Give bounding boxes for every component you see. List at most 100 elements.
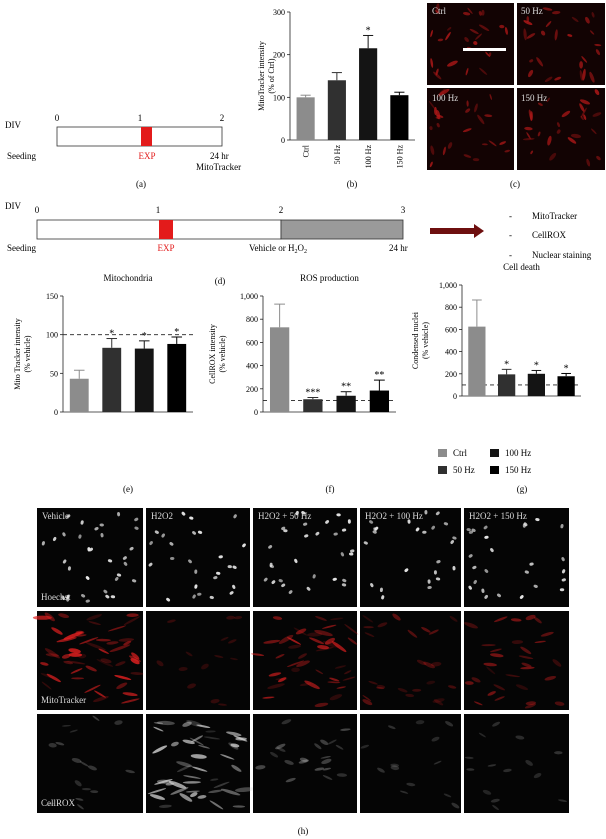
nucleus <box>306 586 311 591</box>
micrograph-cell <box>442 146 446 156</box>
cell-signal <box>336 686 346 689</box>
nucleus <box>559 588 565 592</box>
chart-f-letter: (f) <box>326 484 335 494</box>
nucleus <box>333 532 338 536</box>
cell-signal <box>487 764 497 767</box>
cell-signal <box>525 701 536 706</box>
nucleus <box>561 557 565 562</box>
nucleus <box>269 564 275 569</box>
nucleus <box>233 514 237 519</box>
chart-g-ytick-label: 0 <box>453 392 457 401</box>
nucleus <box>85 599 90 603</box>
cell-signal <box>116 682 128 690</box>
nucleus <box>363 541 368 545</box>
chart-g-title: Cell death <box>503 262 540 272</box>
nucleus <box>197 592 202 596</box>
panel-a-exp-label: EXP <box>138 151 155 161</box>
nucleus <box>99 523 104 527</box>
micrograph-cell <box>479 67 488 75</box>
micrograph-cell <box>567 34 573 37</box>
cell-signal <box>293 627 308 636</box>
cell-signal <box>220 636 229 641</box>
cell-signal <box>255 765 266 770</box>
nucleus <box>301 511 306 515</box>
micrograph-cell <box>447 142 453 149</box>
cell-signal <box>433 760 442 765</box>
nucleus <box>149 541 153 546</box>
cell-signal <box>170 787 189 795</box>
cell-signal <box>171 741 179 747</box>
cell-signal <box>494 696 505 701</box>
nucleus <box>490 548 494 553</box>
cell-signal <box>77 804 84 810</box>
cell-signal <box>71 757 82 763</box>
nucleus <box>560 523 564 529</box>
cell-signal <box>430 661 442 667</box>
micrograph-cell <box>585 16 590 24</box>
micrograph-cell <box>428 100 437 111</box>
cell-signal <box>558 799 567 802</box>
cell-signal <box>309 637 324 645</box>
micrograph-cell <box>554 76 562 81</box>
panel-c-letter: (c) <box>510 179 520 189</box>
cell-signal <box>524 703 537 709</box>
panel-h-image-r1-c3 <box>360 611 461 710</box>
nucleus <box>110 595 116 599</box>
micrograph-cell <box>474 103 478 113</box>
cell-signal <box>449 615 458 622</box>
micrograph-cell <box>537 131 541 137</box>
chart-b-category-label-0: Ctrl <box>302 144 311 157</box>
panel-d-vehicle-label: Vehicle or H2O2 <box>249 243 307 255</box>
nucleus <box>452 536 457 540</box>
cell-signal <box>291 667 300 673</box>
cell-signal <box>185 651 193 657</box>
micrograph-cell <box>430 29 433 38</box>
cell-signal <box>304 680 320 690</box>
nucleus <box>468 554 473 558</box>
cell-signal <box>84 684 101 693</box>
cell-signal <box>185 790 200 793</box>
cell-signal <box>490 798 500 803</box>
micrograph-cell <box>473 41 478 46</box>
nucleus <box>117 511 121 517</box>
cell-signal <box>96 659 114 667</box>
nucleus <box>340 552 345 557</box>
micrograph-cell <box>544 76 553 83</box>
chart-g-bar-0 <box>468 326 486 396</box>
nucleus <box>170 556 175 560</box>
cell-signal <box>147 788 167 795</box>
cell-signal <box>518 655 534 660</box>
nucleus <box>332 577 337 581</box>
cell-signal <box>466 768 475 771</box>
cell-signal <box>126 613 139 618</box>
nucleus <box>194 569 198 574</box>
cell-signal <box>306 632 323 637</box>
cell-signal <box>281 719 292 725</box>
chart-f-ytick-label: 0 <box>254 408 258 417</box>
chart-g-ytick-label: 200 <box>445 370 457 379</box>
cell-signal <box>68 648 81 654</box>
nucleus <box>131 579 137 583</box>
micrograph-cell <box>580 107 587 118</box>
cell-signal <box>69 729 78 733</box>
legend-label-100hz: 100 Hz <box>505 448 531 458</box>
nucleus <box>303 522 308 526</box>
panel-h-image-r2-c0: CellROX <box>37 714 143 813</box>
micrograph-cell <box>591 12 595 18</box>
micrograph-cell <box>499 24 505 29</box>
panel-h-image-r0-c4: H2O2 + 150 Hz <box>464 508 569 607</box>
cell-signal <box>46 673 62 683</box>
cell-signal <box>324 637 336 645</box>
nucleus <box>53 536 57 542</box>
panel-d-letter: (d) <box>215 276 226 286</box>
cell-signal <box>214 655 224 658</box>
panel-h-image-bg <box>360 611 461 710</box>
cell-signal <box>125 769 135 774</box>
nucleus <box>85 576 90 580</box>
chart-g-ylabel-line1: Condensed nuclei <box>411 311 420 369</box>
cell-signal <box>314 702 329 708</box>
cell-signal <box>45 653 59 657</box>
nucleus <box>283 529 288 533</box>
panel-h-image-bg <box>146 508 250 607</box>
micrograph-cell <box>554 29 558 41</box>
